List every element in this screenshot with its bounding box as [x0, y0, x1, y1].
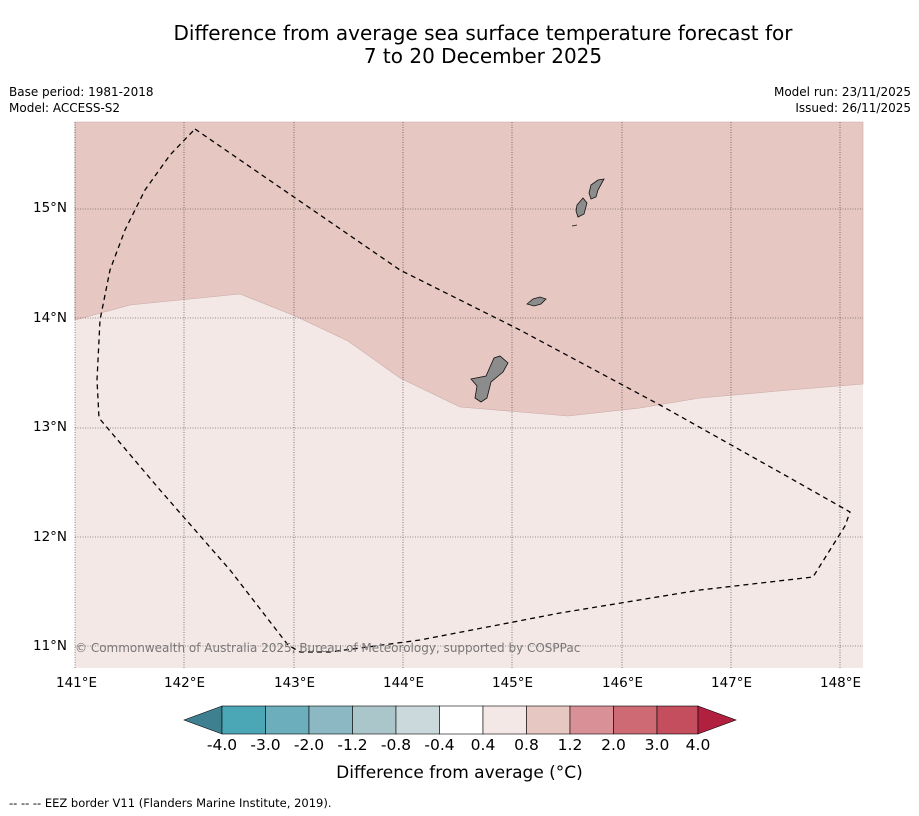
colorbar-label: Difference from average (°C): [336, 763, 583, 783]
island-guam: [470, 355, 509, 403]
colorbar-tick: 1.2: [557, 736, 583, 754]
colorbar-seg-8: [569, 705, 614, 735]
model-run: Model run: 23/11/2025: [773, 85, 911, 99]
lat-label-14: 14°N: [33, 310, 68, 326]
lat-label-12: 12°N: [33, 529, 68, 545]
eez-legend-note: -- -- -- EEZ border V11 (Flanders Marine…: [9, 796, 332, 810]
title-line-1: Difference from average sea surface temp…: [173, 21, 793, 45]
gridlines: [74, 122, 863, 668]
chart-title: Difference from average sea surface temp…: [0, 22, 919, 68]
colorbar-tick: -4.0: [206, 736, 238, 754]
island-aguijan: [571, 224, 578, 227]
base-period: Base period: 1981-2018: [9, 85, 154, 99]
colorbar-tick: 2.0: [601, 736, 626, 754]
eez-border: [96, 128, 851, 653]
island-rota: [526, 296, 547, 307]
lon-label-143: 143°E: [274, 675, 316, 691]
meta-left: Base period: 1981-2018 Model: ACCESS-S2: [9, 84, 154, 116]
lon-label-144: 144°E: [383, 675, 425, 691]
colorbar-over: [697, 705, 737, 735]
colorbar-tick: -0.8: [380, 736, 412, 754]
colorbar-seg-2: [308, 705, 353, 735]
colorbar-seg-5: [439, 705, 484, 735]
lon-label-148: 148°E: [820, 675, 862, 691]
colorbar-tick: -2.0: [293, 736, 325, 754]
colorbar-tick: -1.2: [337, 736, 368, 754]
lon-label-147: 147°E: [711, 675, 753, 691]
lon-label-146: 146°E: [602, 675, 644, 691]
lon-label-145: 145°E: [492, 675, 534, 691]
colorbar-seg-7: [526, 705, 571, 735]
colorbar-tick: 3.0: [644, 736, 670, 754]
issued-date: Issued: 26/11/2025: [795, 101, 911, 115]
colorbar-tick: 0.4: [470, 736, 496, 754]
island-tinian: [575, 197, 588, 218]
title-line-2: 7 to 20 December 2025: [363, 44, 603, 68]
lon-label-142: 142°E: [164, 675, 206, 691]
lat-label-11: 11°N: [33, 638, 68, 654]
colorbar-seg-4: [395, 705, 440, 735]
colorbar-tick: 4.0: [685, 736, 711, 754]
colorbar-seg-0: [221, 705, 266, 735]
model-name: Model: ACCESS-S2: [9, 101, 121, 115]
lon-label-141: 141°E: [56, 675, 98, 691]
lat-label-13: 13°N: [33, 419, 68, 435]
copyright-notice: © Commonwealth of Australia 2025, Bureau…: [75, 641, 581, 655]
colorbar-under: [183, 705, 223, 735]
colorbar-tick: -3.0: [250, 736, 281, 754]
region-north: [74, 121, 864, 417]
colorbar: [183, 705, 737, 735]
colorbar-seg-1: [265, 705, 310, 735]
colorbar-tick: 0.8: [514, 736, 539, 754]
colorbar-tick: -0.4: [424, 736, 455, 754]
colorbar-seg-3: [352, 705, 397, 735]
lat-label-15: 15°N: [33, 200, 68, 216]
colorbar-seg-9: [613, 705, 658, 735]
island-saipan: [588, 178, 605, 200]
colorbar-seg-6: [482, 705, 527, 735]
colorbar-seg-10: [656, 705, 699, 735]
meta-right: Model run: 23/11/2025 Issued: 26/11/2025: [774, 84, 911, 116]
